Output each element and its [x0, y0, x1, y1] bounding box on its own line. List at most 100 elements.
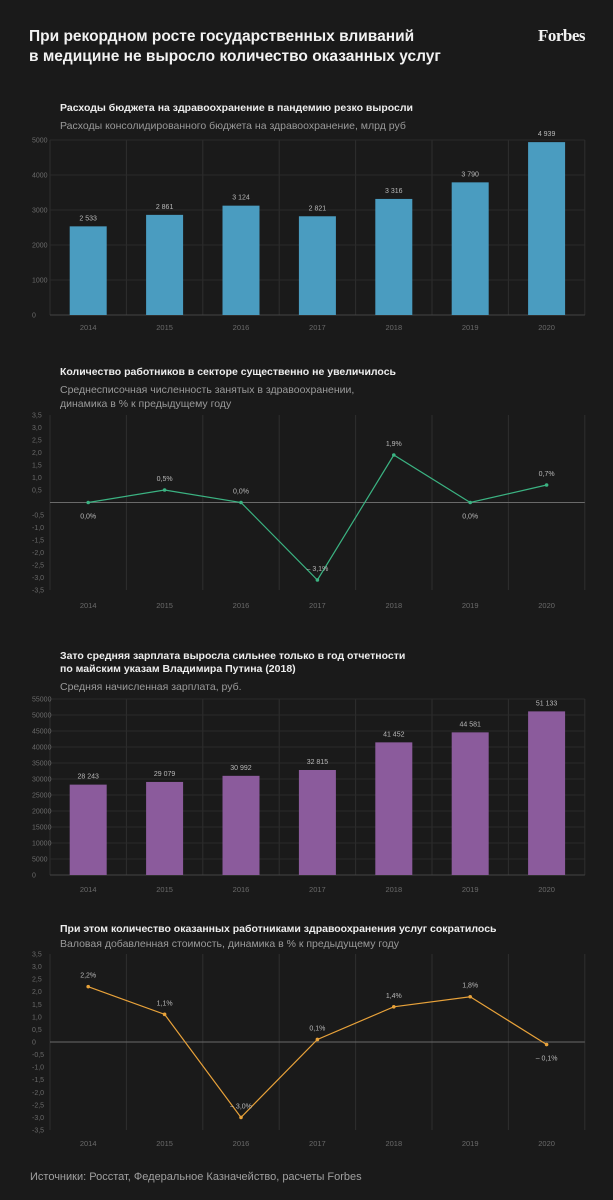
chart1-data-label: 3 316 — [385, 188, 403, 195]
chart1-bar — [375, 198, 413, 315]
chart4-ytick-label: 0 — [32, 1040, 36, 1047]
chart4-xtick-label: 2014 — [80, 1139, 97, 1148]
chart2-ytick-label: 0,5 — [32, 488, 42, 495]
source-note: Источники: Росстат, Федеральное Казначей… — [30, 1171, 362, 1183]
chart3-bar — [451, 732, 489, 875]
chart3-xtick-label: 2019 — [462, 885, 479, 894]
chart2-point — [86, 500, 90, 505]
chart4-xtick-label: 2017 — [309, 1139, 326, 1148]
chart4-ytick-label: -3,5 — [32, 1128, 44, 1135]
chart4-xtick-label: 2015 — [156, 1139, 173, 1148]
chart2-data-label: – 3,1% — [307, 566, 329, 573]
chart4-title: При этом количество оказанных работникам… — [60, 923, 497, 935]
chart4-ytick-label: 0,5 — [32, 1027, 42, 1034]
chart4-data-label: 1,4% — [386, 993, 402, 1000]
chart2-title: Количество работников в секторе существе… — [60, 366, 397, 378]
chart2-series-line — [88, 454, 547, 581]
chart1-xtick-label: 2020 — [538, 323, 555, 332]
chart3-data-label: 41 452 — [383, 731, 405, 738]
chart2-data-label: 0,5% — [157, 476, 173, 483]
chart4-data-label: 1,8% — [462, 983, 478, 990]
chart3-ytick-label: 45000 — [32, 729, 52, 736]
chart2-point — [239, 500, 243, 505]
chart3-ytick-label: 35000 — [32, 761, 52, 768]
chart2-ytick-label: -3,5 — [32, 588, 44, 595]
chart1-data-label: 2 861 — [156, 204, 174, 211]
chart2-ytick-label: -2,0 — [32, 550, 44, 557]
chart3-data-label: 30 992 — [230, 765, 252, 772]
chart3-data-label: 32 815 — [307, 759, 329, 766]
chart4-data-label: 0,1% — [309, 1025, 325, 1032]
chart2-ytick-label: 2,0 — [32, 450, 42, 457]
chart3-ytick-label: 25000 — [32, 793, 52, 800]
chart1-data-label: 3 790 — [461, 171, 479, 178]
chart2-ytick-label: 1,5 — [32, 463, 42, 470]
chart4-ytick-label: 3,5 — [32, 952, 42, 959]
chart1-ytick-label: 4000 — [32, 173, 48, 180]
chart2-ytick-label: -0,5 — [32, 513, 44, 520]
chart2-xtick-label: 2017 — [309, 601, 326, 610]
chart2-xtick-label: 2020 — [538, 601, 555, 610]
chart1-ytick-label: 3000 — [32, 208, 48, 215]
chart2-ytick-label: -3,0 — [32, 575, 44, 582]
chart3-data-label: 28 243 — [77, 774, 99, 781]
chart4-ytick-label: 2,0 — [32, 989, 42, 996]
chart4-ytick-label: 1,5 — [32, 1002, 42, 1009]
chart1-ytick-label: 1000 — [32, 278, 48, 285]
chart1-bar — [222, 205, 260, 315]
chart4-xtick-label: 2016 — [233, 1139, 250, 1148]
chart2-data-label: 1,9% — [386, 441, 402, 448]
chart3-xtick-label: 2015 — [156, 885, 173, 894]
chart4-point — [468, 994, 473, 999]
chart2-subtitle-line-2: динамика в % к предыдущему году — [60, 398, 232, 410]
chart2-data-label: 0,7% — [539, 471, 555, 478]
chart3-ytick-label: 55000 — [32, 697, 52, 704]
chart4-point — [392, 1005, 396, 1009]
chart1-xtick-label: 2014 — [80, 323, 97, 332]
chart3-ytick-label: 50000 — [32, 713, 52, 720]
chart2-point — [315, 578, 320, 582]
chart4-xtick-label: 2018 — [385, 1139, 402, 1148]
chart2-ytick-label: -2,5 — [32, 563, 44, 570]
chart3-ytick-label: 0 — [32, 873, 36, 880]
chart1-xtick-label: 2017 — [309, 323, 326, 332]
chart4-series-line — [87, 986, 547, 1119]
chart3-title-line-2: по майским указам Владимира Путина (2018… — [60, 663, 296, 675]
chart4-ytick-label: -0,5 — [32, 1052, 44, 1059]
chart3-data-label: 29 079 — [154, 771, 176, 778]
chart1-xtick-label: 2018 — [385, 323, 402, 332]
chart3-bar — [69, 784, 107, 875]
chart1-ytick-label: 0 — [32, 313, 36, 320]
chart4-ytick-label: -3,0 — [32, 1115, 44, 1122]
chart1-subtitle: Расходы консолидированного бюджета на зд… — [60, 120, 406, 132]
chart2-ytick-label: 3,0 — [32, 425, 42, 432]
chart3-bar — [528, 711, 566, 875]
chart1-bar — [69, 226, 107, 315]
chart4-ytick-label: -1,0 — [32, 1065, 44, 1072]
chart2-point — [162, 488, 167, 492]
chart2-xtick-label: 2014 — [80, 601, 97, 610]
chart4-ytick-label: 1,0 — [32, 1014, 42, 1021]
chart1-bar — [528, 142, 566, 315]
chart1-xtick-label: 2015 — [156, 323, 173, 332]
chart2-data-label: 0,0% — [462, 514, 478, 521]
chart3-title-line-1: Зато средняя зарплата выросла сильнее то… — [60, 650, 406, 662]
chart2-xtick-label: 2018 — [385, 601, 402, 610]
chart1-title: Расходы бюджета на здравоохранение в пан… — [60, 102, 414, 114]
chart3-data-label: 44 581 — [459, 721, 481, 728]
chart2-subtitle: Среднесписочная численность занятых в зд… — [60, 383, 580, 411]
chart4-ytick-label: 3,0 — [32, 964, 42, 971]
chart4-point — [544, 1042, 549, 1047]
chart2-point — [392, 453, 396, 457]
page-headline: При рекордном росте государственных влив… — [29, 27, 509, 67]
chart4-data-label: 1,1% — [157, 1000, 173, 1007]
chart4-ytick-label: 2,5 — [32, 977, 42, 984]
chart3-subtitle: Средняя начисленная зарплата, руб. — [60, 681, 242, 693]
chart1-data-label: 3 124 — [232, 195, 250, 202]
chart3-ytick-label: 10000 — [32, 841, 52, 848]
chart1-bar — [298, 216, 336, 315]
chart2-ytick-label: 3,5 — [32, 413, 42, 420]
chart1-bar — [146, 214, 184, 315]
chart3-title: Зато средняя зарплата выросла сильнее то… — [60, 650, 580, 676]
